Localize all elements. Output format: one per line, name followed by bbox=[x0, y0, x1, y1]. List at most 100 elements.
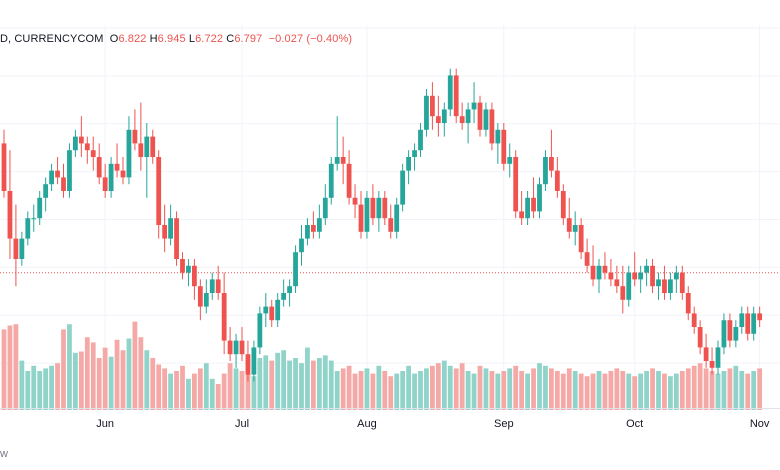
volume-bar bbox=[245, 373, 251, 410]
candle-body bbox=[31, 218, 37, 220]
candle-body bbox=[424, 95, 429, 130]
volume-bar bbox=[721, 371, 727, 410]
candle-body bbox=[299, 238, 304, 253]
candle-body bbox=[489, 109, 495, 144]
candle-body bbox=[751, 313, 757, 334]
volume-bar bbox=[269, 360, 275, 410]
candle-body bbox=[203, 293, 209, 307]
candle-body bbox=[293, 252, 298, 287]
candle-body bbox=[61, 177, 66, 191]
volume-bar bbox=[376, 365, 382, 410]
candle-body bbox=[281, 293, 287, 300]
candle-body bbox=[447, 75, 453, 110]
candle-body bbox=[394, 204, 400, 232]
candle-body bbox=[525, 197, 530, 219]
volume-bar bbox=[537, 363, 542, 410]
volume-bar bbox=[192, 373, 197, 410]
volume-bar bbox=[751, 371, 757, 410]
candle-body bbox=[7, 191, 13, 239]
candle-body bbox=[543, 157, 548, 185]
low-value: 6.722 bbox=[195, 33, 224, 45]
candle-body bbox=[96, 157, 102, 178]
candle-body bbox=[126, 129, 132, 178]
x-tick-label: Jul bbox=[235, 418, 249, 430]
volume-bar bbox=[554, 371, 560, 410]
volume-bar bbox=[299, 363, 304, 410]
volume-bar bbox=[412, 373, 417, 410]
candle-body bbox=[263, 306, 269, 314]
candle-body bbox=[519, 211, 525, 219]
volume-bar bbox=[757, 368, 763, 410]
volume-bar bbox=[656, 371, 661, 410]
candle-body bbox=[382, 197, 388, 219]
volume-bar bbox=[572, 371, 578, 410]
volume-bar bbox=[691, 365, 697, 410]
candle-body bbox=[554, 170, 560, 191]
candle-body bbox=[370, 197, 376, 219]
x-tick-label: Sep bbox=[494, 418, 514, 430]
volume-bar bbox=[608, 371, 614, 410]
volume-bar bbox=[549, 368, 554, 410]
volume-bar bbox=[507, 368, 513, 410]
candle-body bbox=[239, 340, 245, 355]
volume-bar bbox=[233, 368, 239, 410]
volume-bar bbox=[132, 321, 138, 410]
volume-bar bbox=[31, 365, 37, 410]
close-label: C bbox=[226, 33, 235, 45]
volume-bar bbox=[186, 378, 191, 410]
candle-body bbox=[620, 286, 626, 300]
ohlc-legend: D, CURRENCYCOM O6.822 H6.945 L6.722 C6.7… bbox=[0, 33, 352, 45]
candle-body bbox=[453, 75, 459, 117]
volume-bar bbox=[61, 329, 66, 410]
volume-bar bbox=[453, 368, 459, 410]
volume-bar bbox=[138, 337, 144, 410]
candle-body bbox=[334, 157, 340, 164]
candle-body bbox=[733, 327, 739, 341]
volume-bar bbox=[590, 373, 596, 410]
volume-bar bbox=[626, 373, 632, 410]
change-value: −0.027 (−0.40%) bbox=[268, 33, 353, 45]
volume-bar bbox=[84, 337, 90, 410]
candle-body bbox=[275, 299, 281, 321]
volume-bar bbox=[239, 371, 245, 410]
candle-body bbox=[328, 163, 334, 198]
candle-body bbox=[572, 225, 578, 232]
volume-bar bbox=[662, 373, 667, 410]
candle-body bbox=[697, 327, 703, 348]
candle-body bbox=[549, 157, 554, 171]
candle-body bbox=[287, 286, 292, 293]
volume-bar bbox=[620, 371, 626, 410]
volume-bar bbox=[644, 371, 649, 410]
candle-body bbox=[566, 218, 572, 232]
candle-body bbox=[465, 109, 471, 123]
candle-body bbox=[709, 361, 715, 368]
candle-body bbox=[221, 293, 227, 341]
volume-bar bbox=[394, 373, 400, 410]
candle-body bbox=[739, 313, 745, 327]
candle-body bbox=[132, 129, 138, 144]
volume-bar bbox=[513, 365, 519, 410]
volume-bar bbox=[275, 352, 281, 410]
candle-body bbox=[180, 259, 185, 273]
volume-bar bbox=[471, 373, 477, 410]
candle-body bbox=[578, 225, 584, 253]
candle-body bbox=[90, 150, 96, 157]
volume-bar bbox=[287, 360, 292, 410]
volume-bar bbox=[447, 365, 453, 410]
volume-bar bbox=[19, 360, 25, 410]
volume-bar bbox=[715, 373, 721, 410]
volume-bar bbox=[632, 376, 638, 410]
high-value: 6.945 bbox=[157, 33, 186, 45]
candle-body bbox=[102, 177, 108, 191]
volume-bar bbox=[435, 363, 441, 410]
volume-bar bbox=[73, 352, 78, 410]
candle-body bbox=[638, 272, 644, 280]
candle-body bbox=[162, 225, 168, 239]
volume-bar bbox=[531, 368, 536, 410]
volume-bar bbox=[78, 351, 84, 410]
volume-bar bbox=[126, 338, 132, 410]
candle-body bbox=[376, 197, 382, 219]
volume-bar bbox=[727, 368, 733, 410]
